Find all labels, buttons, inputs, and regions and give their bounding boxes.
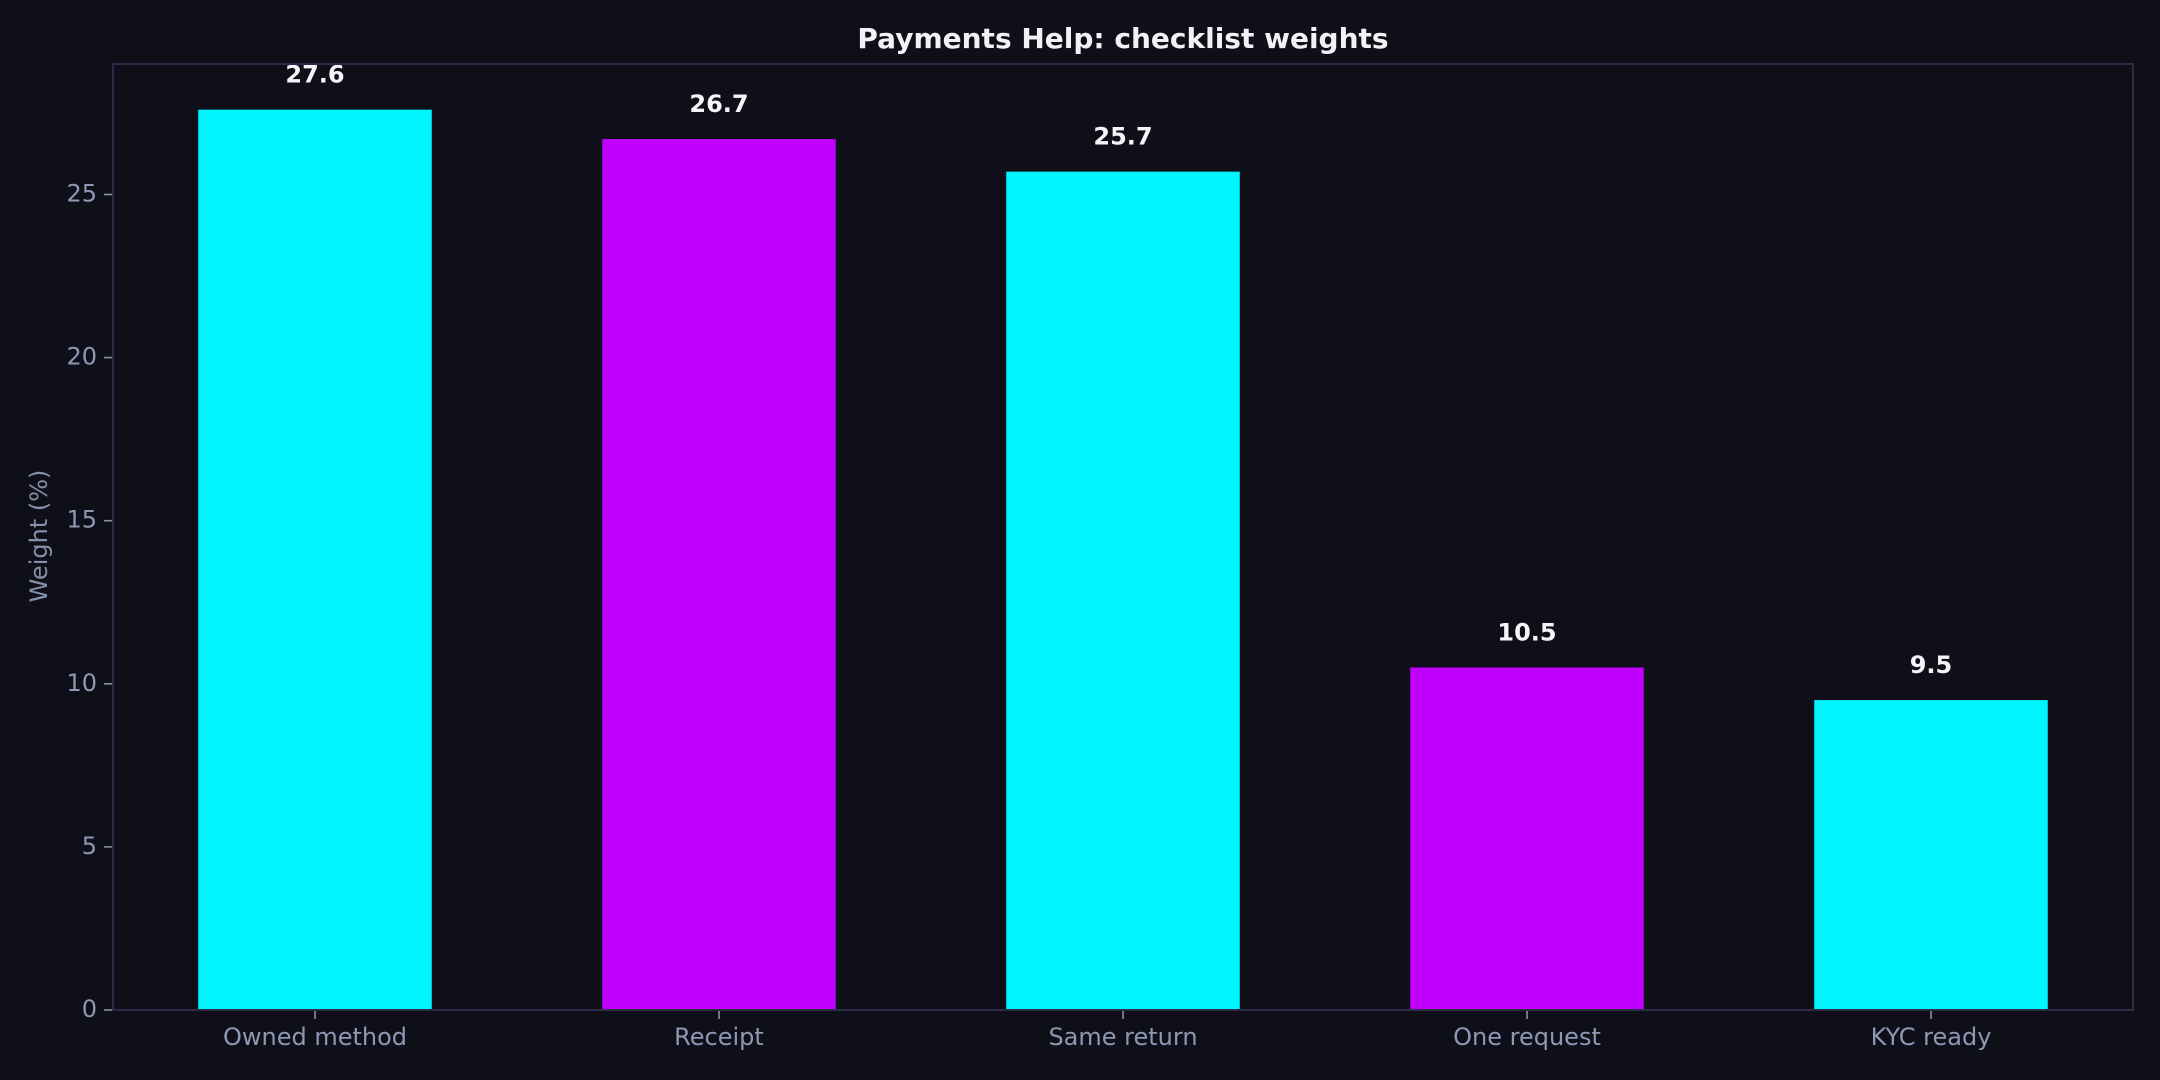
y-axis-label: Weight (%) [25, 470, 53, 603]
data-label: 27.6 [285, 61, 344, 89]
data-label: 10.5 [1497, 618, 1556, 646]
plot-frame [112, 63, 2134, 1011]
x-tick-label: Owned method [223, 1023, 407, 1051]
bar [1006, 171, 1240, 1011]
y-tick-label: 25 [66, 179, 97, 207]
data-label: 25.7 [1093, 123, 1152, 151]
y-tick-label: 15 [66, 506, 97, 534]
chart-title: Payments Help: checklist weights [857, 22, 1388, 55]
bars [198, 109, 2048, 1011]
x-tick-label: Same return [1048, 1023, 1197, 1051]
y-tick-label: 10 [66, 669, 97, 697]
bar [1814, 700, 2048, 1010]
x-tick-label: Receipt [674, 1023, 764, 1051]
y-tick-label: 20 [66, 343, 97, 371]
x-tick-label: One request [1453, 1023, 1601, 1051]
axis-ticks: 0 5 10 15 20 25 Owned method Receipt Same return… [66, 179, 1991, 1051]
bar [198, 109, 432, 1011]
data-labels: 27.6 26.7 25.7 10.5 9.5 [285, 61, 1952, 679]
x-tick-label: KYC ready [1871, 1023, 1992, 1051]
y-tick-label: 5 [82, 832, 97, 860]
bar [602, 139, 836, 1010]
data-label: 9.5 [1910, 651, 1953, 679]
data-label: 26.7 [689, 90, 748, 118]
bar [1410, 667, 1644, 1010]
y-tick-label: 0 [82, 995, 97, 1023]
